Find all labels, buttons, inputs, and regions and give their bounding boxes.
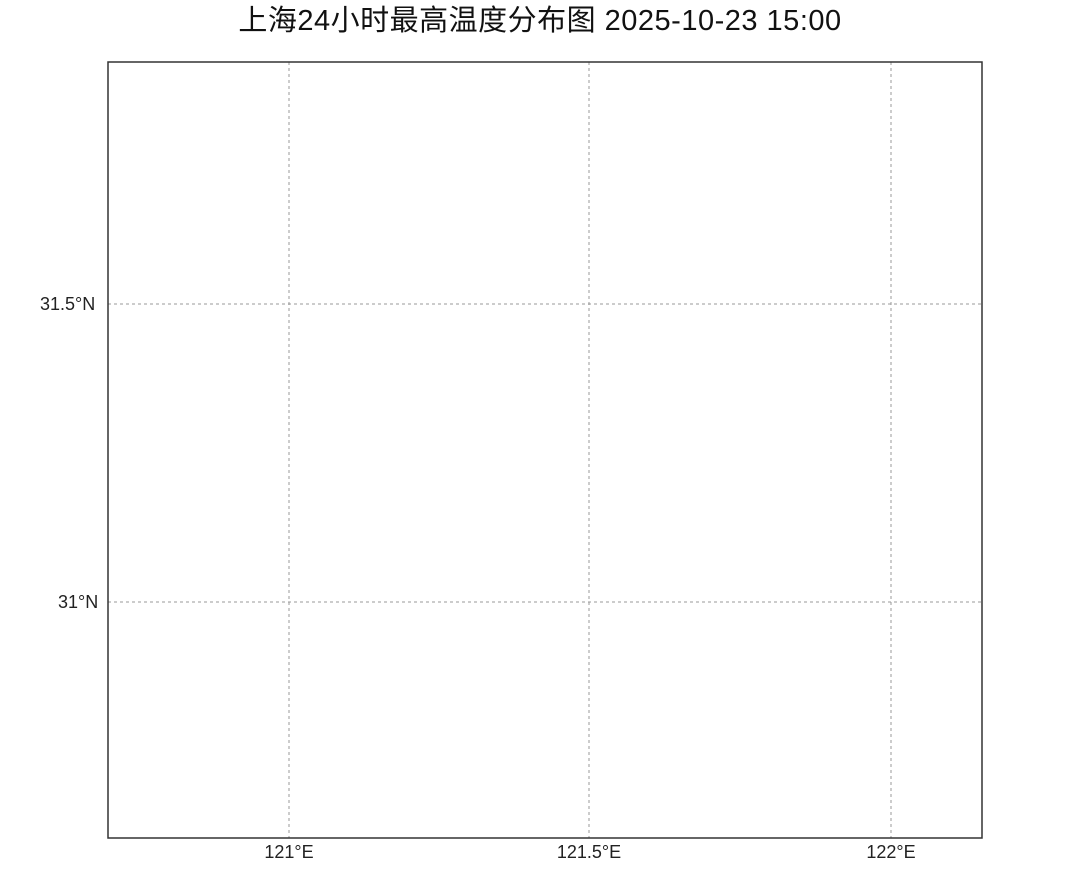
svg-text:31°N: 31°N [58,592,98,612]
svg-text:31.5°N: 31.5°N [40,294,95,314]
svg-text:上海24小时最高温度分布图 2025-10-23 15:: 上海24小时最高温度分布图 2025-10-23 15:00 [238,4,841,37]
svg-text:122°E: 122°E [866,842,915,862]
svg-text:121.5°E: 121.5°E [557,842,621,862]
svg-text:121°E: 121°E [264,842,313,862]
